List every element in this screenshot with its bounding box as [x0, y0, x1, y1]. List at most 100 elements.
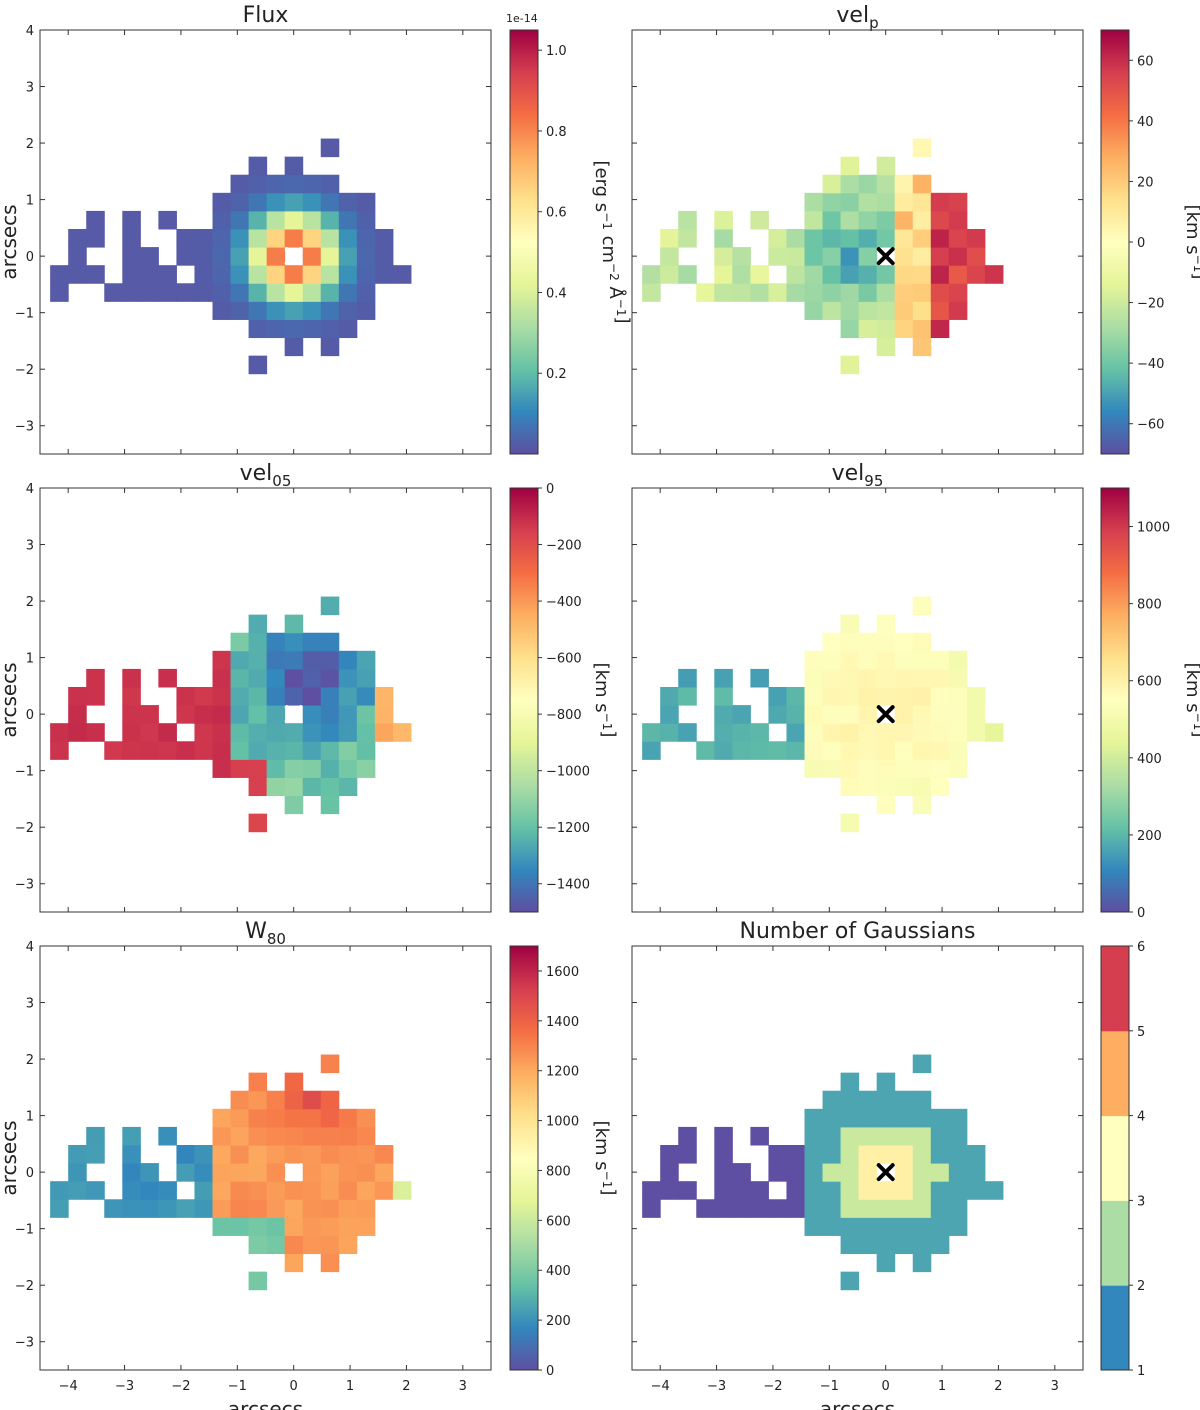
spaxel — [320, 192, 340, 212]
spaxel — [320, 705, 340, 724]
spaxel — [894, 192, 914, 212]
spaxel — [714, 247, 733, 266]
spaxel — [894, 650, 914, 670]
spaxel — [768, 1199, 787, 1218]
spaxel — [984, 265, 1004, 284]
spaxel — [320, 632, 340, 652]
spaxel — [912, 1144, 932, 1164]
spaxel — [248, 319, 268, 339]
spaxel — [840, 705, 860, 724]
spaxel — [678, 1144, 697, 1164]
spaxel — [140, 705, 159, 724]
spaxel — [930, 319, 950, 339]
spaxel — [158, 265, 177, 284]
spaxel — [140, 283, 159, 302]
spaxel — [876, 301, 896, 320]
spaxel — [266, 668, 286, 688]
spaxel — [284, 1108, 304, 1128]
spaxel — [212, 741, 232, 760]
colorbar-gradient — [1101, 488, 1129, 912]
x-tick-label: 2 — [994, 1379, 1002, 1394]
spaxel — [894, 1108, 914, 1128]
spaxel — [948, 210, 968, 230]
spaxel — [840, 1235, 860, 1255]
spaxel — [876, 1144, 896, 1164]
y-tick-label: −1 — [15, 307, 34, 322]
spaxel — [284, 1072, 304, 1092]
spaxel — [822, 247, 842, 266]
spaxel — [86, 723, 105, 742]
spaxel — [876, 1253, 896, 1273]
spaxel — [876, 265, 896, 284]
spaxel — [930, 265, 950, 284]
spaxel — [804, 210, 824, 230]
spaxel — [822, 668, 842, 688]
spaxel — [320, 668, 340, 688]
spaxel — [338, 1199, 358, 1218]
colorbar-tick-label: 0.4 — [546, 286, 567, 301]
spaxel — [804, 1144, 824, 1164]
spaxel — [840, 228, 860, 248]
spaxel — [642, 741, 661, 760]
spaxel — [122, 1126, 141, 1146]
spaxel — [930, 777, 950, 797]
spaxel — [248, 741, 268, 760]
colorbar-tick-label: 6 — [1137, 940, 1145, 955]
spaxel — [122, 686, 141, 706]
spaxel — [822, 1090, 842, 1110]
spaxel — [392, 1181, 412, 1200]
spaxel — [122, 265, 141, 284]
spaxel — [248, 813, 268, 833]
spaxel — [858, 174, 878, 194]
spaxel — [176, 686, 195, 706]
spaxel — [212, 265, 232, 284]
spaxel — [266, 723, 286, 742]
spaxel — [248, 1163, 268, 1182]
spaxel — [930, 1108, 950, 1128]
y-tick-label: 0 — [26, 708, 34, 723]
spaxel — [104, 741, 123, 760]
spaxel — [786, 1199, 806, 1218]
spaxel — [212, 1144, 232, 1164]
spaxel — [696, 1199, 715, 1218]
spaxel — [840, 301, 860, 320]
spaxel — [912, 686, 932, 706]
spaxel — [894, 759, 914, 778]
spaxel — [320, 1253, 340, 1273]
spaxel — [912, 650, 932, 670]
spaxel — [302, 174, 322, 194]
spaxel — [732, 741, 751, 760]
spaxel — [822, 210, 842, 230]
spaxel — [912, 1199, 932, 1218]
spaxel — [840, 355, 860, 375]
spaxel — [122, 1163, 141, 1182]
colorbar-tick-label: 3 — [1137, 1194, 1145, 1209]
colorbar-tick-label: 20 — [1137, 175, 1154, 190]
spaxel — [266, 1199, 286, 1218]
spaxel — [230, 1108, 250, 1128]
y-tick-label: 2 — [26, 1053, 34, 1068]
spaxel — [302, 210, 322, 230]
spaxel — [248, 210, 268, 230]
spaxel — [356, 1126, 376, 1146]
colorbar-frame — [1100, 945, 1130, 1371]
colorbar-frame — [509, 487, 539, 913]
spaxel — [302, 319, 322, 339]
spaxel — [50, 283, 69, 302]
spaxel — [158, 741, 177, 760]
spaxel — [804, 1108, 824, 1128]
panel-title: W80 — [245, 919, 286, 948]
y-axis-label: arcsecs — [0, 204, 21, 279]
spaxel — [732, 1181, 751, 1200]
spaxel — [68, 1181, 87, 1200]
spaxel — [768, 283, 787, 302]
spaxel — [840, 777, 860, 797]
spaxel — [840, 614, 860, 634]
spaxel — [912, 777, 932, 797]
spaxel — [804, 192, 824, 212]
y-tick-label: −3 — [15, 1336, 34, 1351]
spaxel — [320, 138, 340, 158]
y-tick-label: −1 — [15, 765, 34, 780]
spaxel — [50, 723, 69, 742]
x-tick-label: 3 — [1051, 1379, 1059, 1394]
